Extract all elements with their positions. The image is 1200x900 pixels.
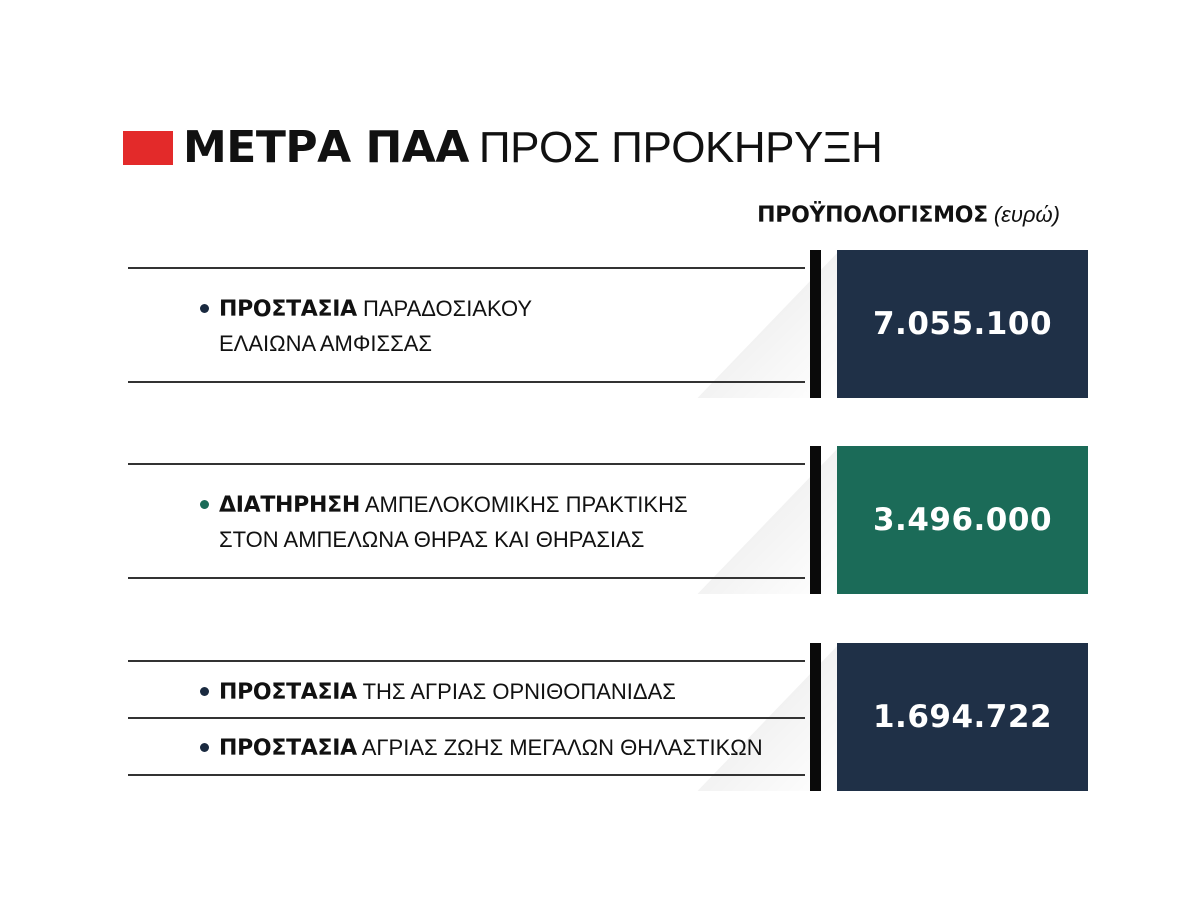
row-top-divider bbox=[128, 463, 805, 465]
row-vertical-bar bbox=[810, 643, 821, 791]
measure-keyword: ΠΡΟΣΤΑΣΙΑ bbox=[219, 736, 357, 761]
measure-line-1: ΠΡΟΣΤΑΣΙΑ ΑΓΡΙΑΣ ΖΩΗΣ ΜΕΓΑΛΩΝ ΘΗΛΑΣΤΙΚΩΝ bbox=[200, 731, 763, 766]
budget-value: 3.496.000 bbox=[872, 502, 1053, 538]
measure-description: ΠΡΟΣΤΑΣΙΑ ΤΗΣ ΑΓΡΙΑΣ ΟΡΝΙΘΟΠΑΝΙΔΑΣ bbox=[200, 675, 676, 710]
measure-line-2: ΕΛΑΙΩΝΑ ΑΜΦΙΣΣΑΣ bbox=[219, 331, 432, 356]
measure-description: ΔΙΑΤΗΡΗΣΗ ΑΜΠΕΛΟΚΟΜΙΚΗΣ ΠΡΑΚΤΙΚΗΣ ΣΤΟΝ Α… bbox=[200, 488, 688, 557]
row-top-divider bbox=[128, 267, 805, 269]
title-text: ΜΕΤΡΑ ΠΑΑ ΠΡΟΣ ΠΡΟΚΗΡΥΞΗ bbox=[183, 123, 883, 172]
budget-value-box: 1.694.722 bbox=[837, 643, 1088, 791]
row-top-divider bbox=[128, 660, 805, 662]
budget-value: 1.694.722 bbox=[872, 699, 1053, 735]
measure-line-1: ΠΡΟΣΤΑΣΙΑ ΤΗΣ ΑΓΡΙΑΣ ΟΡΝΙΘΟΠΑΝΙΔΑΣ bbox=[200, 675, 676, 710]
budget-unit: (ευρώ) bbox=[993, 202, 1060, 227]
measure-line-2: ΣΤΟΝ ΑΜΠΕΛΩΝΑ ΘΗΡΑΣ ΚΑΙ ΘΗΡΑΣΙΑΣ bbox=[219, 527, 645, 552]
budget-column-header: ΠΡΟΫΠΟΛΟΓΙΣΜΟΣ (ευρώ) bbox=[700, 202, 1060, 228]
measure-line-1: ΠΡΟΣΤΑΣΙΑ ΠΑΡΑΔΟΣΙΑΚΟΥ bbox=[200, 292, 532, 327]
bullet-icon bbox=[200, 742, 209, 752]
measure-line-1: ΔΙΑΤΗΡΗΣΗ ΑΜΠΕΛΟΚΟΜΙΚΗΣ ΠΡΑΚΤΙΚΗΣ bbox=[200, 488, 688, 523]
measure-rest: ΤΗΣ ΑΓΡΙΑΣ ΟΡΝΙΘΟΠΑΝΙΔΑΣ bbox=[362, 679, 676, 704]
row-middle-divider bbox=[128, 717, 805, 719]
row-bottom-divider bbox=[128, 774, 805, 776]
measure-rest: ΑΓΡΙΑΣ ΖΩΗΣ ΜΕΓΑΛΩΝ ΘΗΛΑΣΤΙΚΩΝ bbox=[361, 735, 763, 760]
measure-description: ΠΡΟΣΤΑΣΙΑ ΑΓΡΙΑΣ ΖΩΗΣ ΜΕΓΑΛΩΝ ΘΗΛΑΣΤΙΚΩΝ bbox=[200, 731, 763, 766]
budget-value: 7.055.100 bbox=[872, 306, 1053, 342]
infographic-title: ΜΕΤΡΑ ΠΑΑ ΠΡΟΣ ΠΡΟΚΗΡΥΞΗ bbox=[123, 118, 883, 178]
measure-keyword: ΔΙΑΤΗΡΗΣΗ bbox=[219, 493, 360, 518]
measure-rest: ΠΑΡΑΔΟΣΙΑΚΟΥ bbox=[362, 296, 533, 321]
row-vertical-bar bbox=[810, 250, 821, 398]
budget-value-box: 3.496.000 bbox=[837, 446, 1088, 594]
bullet-icon bbox=[200, 303, 209, 313]
budget-label: ΠΡΟΫΠΟΛΟΓΙΣΜΟΣ bbox=[757, 203, 988, 228]
measure-rest: ΑΜΠΕΛΟΚΟΜΙΚΗΣ ΠΡΑΚΤΙΚΗΣ bbox=[364, 492, 688, 517]
title-light-part: ΠΡΟΣ ΠΡΟΚΗΡΥΞΗ bbox=[478, 123, 883, 172]
measure-keyword: ΠΡΟΣΤΑΣΙΑ bbox=[219, 297, 357, 322]
title-bold-part: ΜΕΤΡΑ ΠΑΑ bbox=[183, 122, 469, 173]
title-accent-square bbox=[123, 131, 173, 165]
bullet-icon bbox=[200, 686, 209, 696]
measure-keyword: ΠΡΟΣΤΑΣΙΑ bbox=[219, 680, 357, 705]
row-vertical-bar bbox=[810, 446, 821, 594]
bullet-icon bbox=[200, 499, 209, 509]
row-bottom-divider bbox=[128, 577, 805, 579]
budget-value-box: 7.055.100 bbox=[837, 250, 1088, 398]
measure-description: ΠΡΟΣΤΑΣΙΑ ΠΑΡΑΔΟΣΙΑΚΟΥ ΕΛΑΙΩΝΑ ΑΜΦΙΣΣΑΣ bbox=[200, 292, 532, 361]
row-bottom-divider bbox=[128, 381, 805, 383]
